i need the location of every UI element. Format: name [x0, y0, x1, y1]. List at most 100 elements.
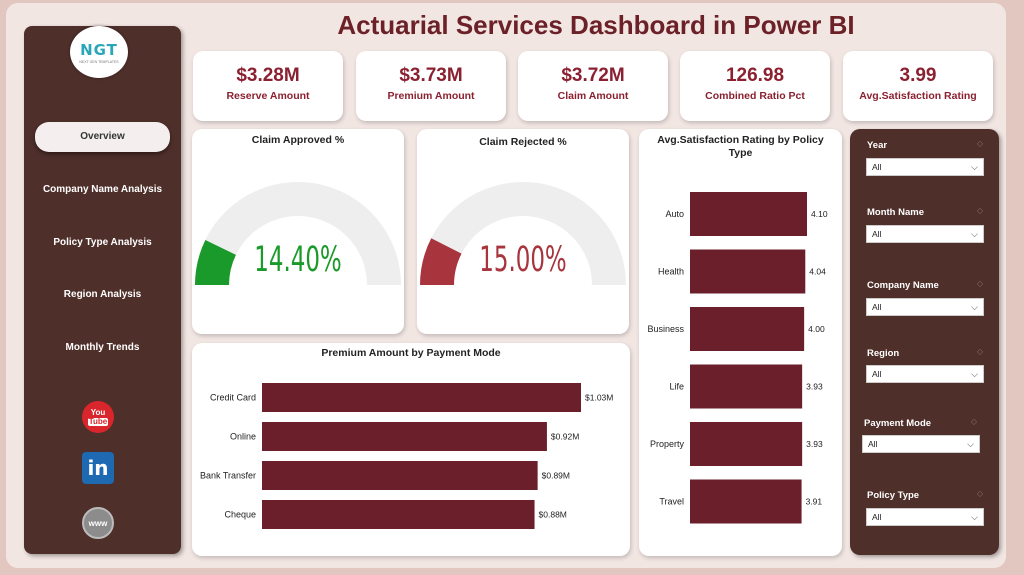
satisfaction-by-policy-type-chart: Auto 4.10 Health 4.04 Business 4.00 Life 3.93 Pr…: [647, 192, 828, 524]
kpi-label: Avg.Satisfaction Rating: [859, 90, 977, 102]
kpi-label: Reserve Amount: [226, 90, 310, 102]
bar[interactable]: [690, 422, 803, 466]
chevron-down-icon: ⌵: [971, 369, 978, 379]
gauge-fill: [420, 238, 462, 286]
gauge-title: Claim Rejected %: [479, 136, 567, 148]
chevron-down-icon: ⌵: [971, 162, 978, 172]
category-label: Bank Transfer: [200, 471, 256, 481]
category-label: Travel: [659, 497, 684, 507]
category-label: Health: [658, 267, 684, 277]
chart-title: Premium Amount by Payment Mode: [321, 347, 501, 359]
bar[interactable]: [690, 192, 807, 236]
filter-label-payment-mode: Payment Mode: [864, 418, 932, 429]
filter-select-payment-mode[interactable]: All ⌵: [862, 435, 980, 453]
kpi-value: $3.72M: [561, 65, 625, 86]
youtube-text-tube: Tube: [87, 416, 109, 426]
filter-value: All: [872, 512, 882, 522]
claim-rejected-gauge: 15.00%: [420, 182, 626, 286]
filter-value: All: [872, 229, 882, 239]
filter-select-company[interactable]: All ⌵: [866, 298, 984, 316]
chevron-down-icon: ⌵: [971, 302, 978, 312]
eraser-icon[interactable]: ◇: [976, 347, 983, 356]
claim-approved-gauge-panel[interactable]: Claim Approved % 14.40%: [192, 129, 404, 334]
bar[interactable]: [690, 249, 806, 294]
filter-value: All: [872, 302, 882, 312]
data-label: 3.91: [806, 497, 823, 507]
premium-by-payment-mode-panel[interactable]: Premium Amount by Payment Mode Credit Ca…: [192, 343, 630, 556]
kpi-value: 126.98: [725, 65, 785, 86]
claim-rejected-gauge-panel[interactable]: Claim Rejected % 15.00%: [417, 129, 629, 334]
nav-policy-type-analysis[interactable]: Policy Type Analysis: [53, 237, 152, 248]
data-label: 4.10: [811, 209, 828, 219]
filter-label-policy-type: Policy Type: [867, 490, 920, 501]
data-label: $0.92M: [551, 432, 579, 442]
data-label: $0.88M: [539, 510, 567, 520]
sidebar: NGT NEXT GEN TEMPLATES Overview Company …: [24, 26, 181, 554]
filter-select-region[interactable]: All ⌵: [866, 365, 984, 383]
kpi-value: $3.73M: [399, 65, 463, 86]
data-label: 4.00: [808, 324, 825, 334]
bar[interactable]: [690, 479, 802, 524]
filter-value: All: [872, 369, 882, 379]
globe-text: www: [88, 518, 108, 528]
kpi-card-combined-ratio: 126.98 Combined Ratio Pct: [680, 51, 830, 121]
bar[interactable]: [262, 383, 581, 412]
kpi-card-premium-amount: $3.73M Premium Amount: [356, 51, 506, 121]
bar[interactable]: [690, 364, 803, 409]
filter-value: All: [872, 162, 882, 172]
filter-value: All: [868, 439, 878, 449]
kpi-card-reserve-amount: $3.28M Reserve Amount: [193, 51, 343, 121]
gauge-track: [195, 182, 401, 286]
gauge-fill: [195, 239, 237, 286]
nav-company-name-analysis[interactable]: Company Name Analysis: [42, 184, 163, 195]
kpi-value: 3.99: [899, 65, 937, 86]
page-title: Actuarial Services Dashboard in Power BI: [337, 10, 855, 40]
kpi-value: $3.28M: [236, 65, 300, 86]
company-logo: NGT NEXT GEN TEMPLATES: [70, 26, 128, 78]
category-label: Auto: [665, 209, 684, 219]
youtube-icon[interactable]: You Tube: [82, 401, 114, 433]
chevron-down-icon: ⌵: [971, 512, 978, 522]
satisfaction-by-policy-type-panel[interactable]: Avg.Satisfaction Rating by Policy Type A…: [639, 129, 842, 556]
bar[interactable]: [262, 500, 535, 529]
linkedin-icon[interactable]: in: [82, 452, 114, 484]
chevron-down-icon: ⌵: [971, 229, 978, 239]
kpi-card-claim-amount: $3.72M Claim Amount: [518, 51, 668, 121]
eraser-icon[interactable]: ◇: [976, 139, 983, 148]
filter-select-policy-type[interactable]: All ⌵: [866, 508, 984, 526]
data-label: 3.93: [806, 439, 823, 449]
data-label: $0.89M: [542, 471, 570, 481]
kpi-card-avg-satisfaction: 3.99 Avg.Satisfaction Rating: [843, 51, 993, 121]
bar[interactable]: [690, 307, 805, 351]
filter-select-year[interactable]: All ⌵: [866, 158, 984, 176]
globe-icon[interactable]: www: [82, 507, 114, 539]
filter-label-year: Year: [867, 140, 888, 151]
kpi-label: Claim Amount: [557, 90, 629, 102]
eraser-icon[interactable]: ◇: [970, 417, 977, 426]
data-label: 4.04: [809, 267, 826, 277]
category-label: Credit Card: [210, 393, 256, 403]
category-label: Life: [669, 382, 684, 392]
youtube-text-you: You: [90, 407, 106, 417]
category-label: Online: [230, 432, 256, 442]
eraser-icon[interactable]: ◇: [976, 489, 983, 498]
nav-overview[interactable]: Overview: [35, 122, 170, 152]
category-label: Business: [647, 324, 684, 334]
filter-label-region: Region: [867, 348, 900, 359]
filter-label-month: Month Name: [867, 207, 924, 218]
bar[interactable]: [262, 461, 538, 490]
nav-monthly-trends[interactable]: Monthly Trends: [65, 342, 140, 353]
gauge-value-label: 14.40%: [254, 239, 341, 279]
claim-approved-gauge: 14.40%: [195, 182, 401, 286]
logo-subtext: NEXT GEN TEMPLATES: [79, 59, 119, 64]
data-label: $1.03M: [585, 393, 613, 403]
eraser-icon[interactable]: ◇: [976, 279, 983, 288]
filter-label-company: Company Name: [867, 280, 939, 291]
bar[interactable]: [262, 422, 547, 451]
category-label: Cheque: [224, 510, 256, 520]
filter-select-month[interactable]: All ⌵: [866, 225, 984, 243]
eraser-icon[interactable]: ◇: [976, 206, 983, 215]
nav-region-analysis[interactable]: Region Analysis: [63, 289, 142, 300]
logo-text: NGT: [80, 40, 118, 59]
gauge-value-label: 15.00%: [479, 239, 566, 279]
